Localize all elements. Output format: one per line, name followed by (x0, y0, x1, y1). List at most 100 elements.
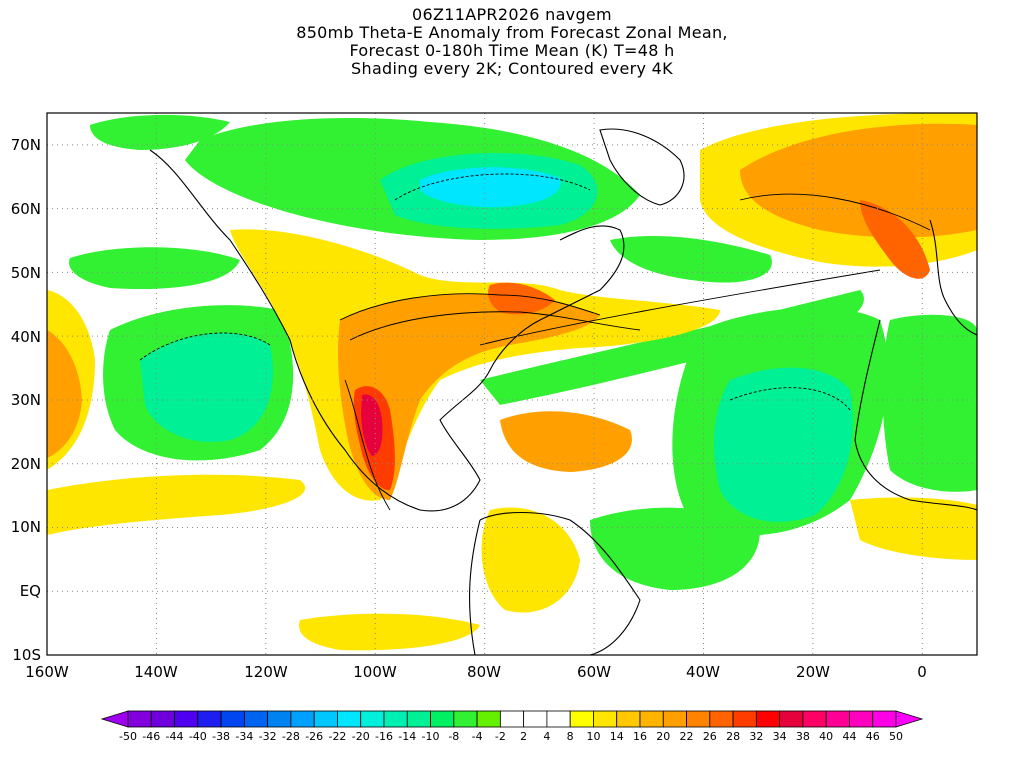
colorbar-swatch (360, 710, 385, 728)
colorbar-label: 20 (656, 730, 670, 743)
shade-south-atlantic (590, 507, 760, 590)
colorbar-swatch (243, 710, 269, 728)
colorbar-swatch (569, 710, 594, 728)
longitude-axis: 160W 140W 120W 100W 80W 60W 40W 20W 0 (25, 663, 927, 681)
lon-label: 20W (796, 663, 830, 681)
lat-label: 10S (12, 646, 41, 664)
lat-label: 20N (11, 455, 41, 473)
shade-pacific-central-core (140, 333, 274, 442)
colorbar-swatch (849, 710, 874, 728)
anomaly-shading (47, 113, 977, 651)
shade-southamerica (481, 507, 580, 613)
lon-label: 40W (686, 663, 720, 681)
colorbar-swatch (546, 710, 571, 728)
shade-us-orange (337, 293, 600, 500)
lat-label: 60N (11, 200, 41, 218)
shade-pacific-north (69, 247, 241, 290)
colorbar-label: -22 (328, 730, 346, 743)
colorbar-swatch (127, 710, 152, 728)
colorbar-swatch (593, 710, 618, 728)
colorbar-swatch (174, 710, 199, 728)
shade-alaska (90, 114, 230, 150)
colorbar-swatch (686, 710, 711, 728)
lon-label: 120W (244, 663, 288, 681)
colorbar-swatch (453, 710, 478, 728)
colorbar-label: 50 (889, 730, 903, 743)
lat-label: 50N (11, 264, 41, 282)
colorbar-swatch (383, 710, 408, 728)
shade-mexico-magenta (361, 394, 383, 456)
colorbar-swatch (406, 710, 431, 728)
colorbar-label: -10 (422, 730, 440, 743)
colorbar-label: 34 (773, 730, 787, 743)
shade-iceland-band (610, 235, 772, 283)
colorbar-label: 38 (796, 730, 810, 743)
colorbar-swatch (337, 710, 362, 728)
colorbar-label: 2 (520, 730, 527, 743)
colorbar-swatch (313, 710, 338, 728)
title-line-3: Forecast 0-180h Time Mean (K) T=48 h (349, 41, 675, 60)
colorbar-label: 46 (866, 730, 880, 743)
colorbar-label: -14 (398, 730, 416, 743)
colorbar-label: 40 (819, 730, 833, 743)
shade-europe-core (860, 200, 930, 279)
shade-tropical-band (47, 474, 306, 535)
colorbar-label: -38 (212, 730, 230, 743)
shade-us-red (488, 282, 555, 315)
colorbar-label: -26 (305, 730, 323, 743)
colorbar-arrow-low (100, 710, 129, 728)
colorbar-label: 4 (543, 730, 550, 743)
colorbar-swatch (872, 710, 897, 728)
colorbar-swatch (779, 710, 804, 728)
colorbar-label: -28 (282, 730, 300, 743)
colorbar-swatch (197, 710, 222, 728)
colorbar-swatch (662, 710, 687, 728)
lon-label: 100W (353, 663, 397, 681)
lon-label: 140W (134, 663, 178, 681)
colorbar-label: -34 (235, 730, 253, 743)
colorbar-swatch (290, 710, 315, 728)
colorbar-swatch (755, 710, 781, 728)
colorbar-swatch (523, 710, 548, 728)
lat-label: 70N (11, 136, 41, 154)
map-frame (46, 112, 978, 656)
lon-label: 0 (917, 663, 927, 681)
colorbar-label: 44 (842, 730, 856, 743)
colorbar-label: 28 (726, 730, 740, 743)
colorbar-swatch (220, 710, 245, 728)
lat-label: 10N (11, 518, 41, 536)
contour-mexico (344, 379, 391, 511)
latitude-axis: 70N 60N 50N 40N 30N 20N 10N EQ 10S (11, 136, 41, 664)
coast-europe (929, 219, 977, 336)
colorbar-swatch (732, 710, 757, 728)
shade-africa-west (850, 497, 977, 560)
colorbar-swatch (430, 710, 455, 728)
colorbar-swatch (616, 710, 641, 728)
contour-hudson (394, 173, 591, 201)
shade-hudson-core (420, 167, 561, 208)
colorbar-label: -2 (495, 730, 506, 743)
colorbar-label: -20 (352, 730, 370, 743)
shade-gulf-orange (500, 411, 632, 472)
title-line-1: 06Z11APR2026 navgem (412, 5, 612, 24)
shade-south-pacific (299, 613, 480, 651)
colorbar-swatch (476, 710, 501, 728)
coast-africa (854, 319, 977, 511)
colorbar-label: -46 (142, 730, 160, 743)
gridlines (47, 113, 977, 655)
title-line-2: 850mb Theta-E Anomaly from Forecast Zona… (296, 23, 728, 42)
lat-label: EQ (20, 582, 41, 600)
colorbar-label: -32 (259, 730, 277, 743)
coast-greenland (599, 128, 685, 206)
chart-title: 06Z11APR2026 navgem 850mb Theta-E Anomal… (0, 6, 1024, 78)
colorbar-label: 16 (633, 730, 647, 743)
colorbar-label: 8 (567, 730, 574, 743)
lon-label: 80W (467, 663, 501, 681)
coastlines (149, 128, 977, 655)
lon-label: 160W (25, 663, 69, 681)
colorbar-label: -50 (119, 730, 137, 743)
colorbar-label: -4 (472, 730, 483, 743)
colorbar-label: 26 (703, 730, 717, 743)
shade-pacific-west-orange (47, 330, 82, 458)
colorbar-label: -44 (166, 730, 184, 743)
